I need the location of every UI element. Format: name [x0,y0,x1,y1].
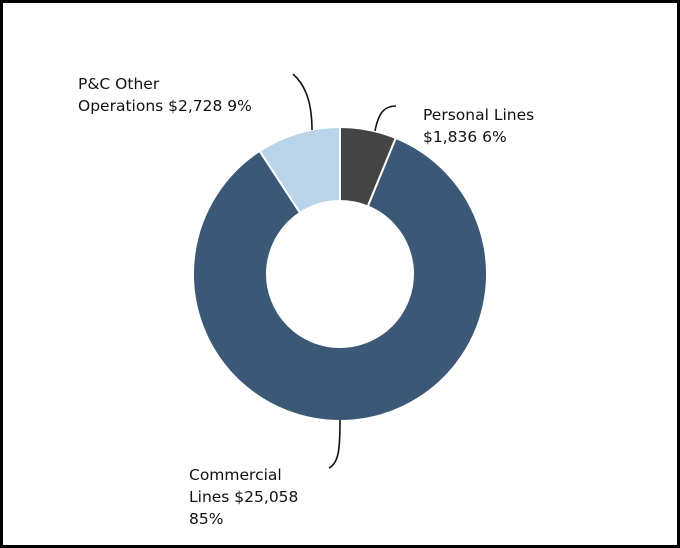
leader-line-commercial-lines [328,419,341,469]
leader-line-pc-other-operations [292,73,313,131]
leader-lines [292,73,397,469]
slice-commercial-lines [192,136,488,422]
leader-line-personal-lines [374,105,397,132]
slice-p-c-other-operations [258,125,341,215]
donut-chart [192,73,488,469]
data-label-personal-lines: Personal Lines $1,836 6% [423,106,535,146]
donut-slices [192,125,488,422]
data-label-pc-other-operations: P&C Other Operations $2,728 9% [78,75,252,115]
data-label-commercial-lines: Commercial Lines $25,058 85% [189,466,299,528]
